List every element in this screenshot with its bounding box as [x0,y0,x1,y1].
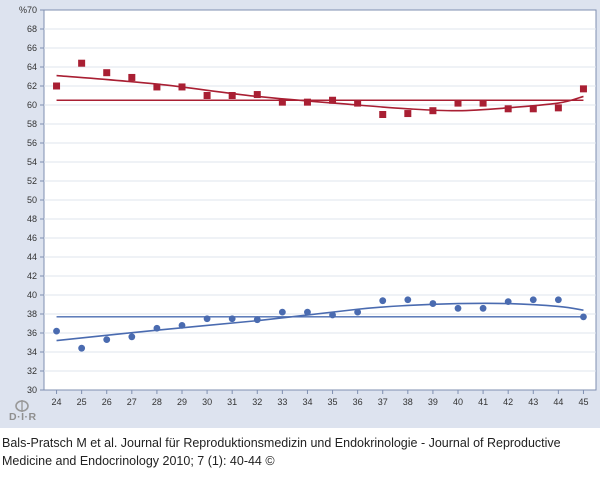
trend-curve [56,302,584,342]
x-tick-label: 35 [328,397,338,407]
x-tick-label: 28 [152,397,162,407]
y-tick-label: 68 [27,24,37,34]
x-tick-label: 31 [227,397,237,407]
x-tick-label: 30 [202,397,212,407]
x-tick-label: 40 [453,397,463,407]
data-point-square [429,107,437,115]
x-tick-label: 41 [478,397,488,407]
x-tick-label: 36 [353,397,363,407]
data-point-circle [53,327,60,335]
figure-caption: Bals-Pratsch M et al. Journal für Reprod… [2,436,561,468]
data-point-circle [153,324,161,332]
y-tick-label: 48 [27,214,37,224]
data-point-circle [278,308,286,316]
x-tick-label: 44 [553,397,563,407]
data-point-square [103,69,111,77]
data-point-square [53,82,61,90]
data-point-square [454,99,462,107]
data-point-circle [404,296,412,304]
data-point-circle [128,333,136,341]
y-tick-label: 50 [27,195,37,205]
logo-text: D·I·R [9,411,37,423]
tick-labels: 30 32 34 36 38 40 42 44 46 48 50 52 54 56 58 60 62 64 66 68… [27,5,588,407]
data-point-square [153,83,161,91]
x-tick-label: 39 [428,397,438,407]
data-point-circle [429,300,437,307]
x-tick-label: 33 [277,397,287,407]
y-tick-label: 40 [27,290,37,300]
x-tick-label: 38 [403,397,413,407]
data-point-square [479,99,487,107]
data-point-circle [78,344,86,352]
data-point-circle [479,304,487,312]
data-point-square [178,83,186,91]
y-tick-label: 46 [27,233,37,243]
y-tick-label: 34 [27,347,37,357]
data-point-circle [529,296,537,304]
data-point-circle [103,336,111,344]
data-point-square [253,91,261,99]
data-point-circle [253,316,261,324]
logo-emblem-icon [15,400,29,412]
y-tick-label: 58 [27,119,37,129]
chart: 30 32 34 36 38 40 42 44 46 48 50 52 54 56 58 60 62 64 66 68… [19,5,597,407]
y-tick-label: 32 [27,366,37,376]
data-point-circle [329,311,336,319]
data-point-circle [203,315,211,323]
x-tick-label: 29 [177,397,187,407]
y-tick-label: 38 [27,309,37,319]
data-point-square [529,105,537,113]
grid-lines [40,9,596,394]
y-tick-label: 36 [27,328,37,338]
data-point-circle [504,298,512,306]
data-point-square [504,105,512,113]
y-tick-label: 42 [27,271,37,281]
data-point-circle [354,308,362,316]
data-point-circle [454,304,462,312]
y-tick-label: 54 [27,157,37,167]
x-tick-label: 27 [127,397,137,407]
data-point-circle [304,308,311,316]
x-tick-label: 37 [378,397,388,407]
x-tick-label: 43 [528,397,538,407]
x-tick-label: 32 [252,397,262,407]
data-point-square [404,110,412,118]
y-tick-label: 30 [27,385,37,395]
data-point-square [78,59,86,67]
y-tick-label: 52 [27,176,37,186]
y-tick-label: 44 [27,252,37,262]
y-tick-label: 62 [27,81,37,91]
data-point-circle [580,313,587,321]
x-tick-label: 45 [578,397,588,407]
data-point-square [303,98,311,106]
data-point-square [203,92,211,99]
y-tick-label: 66 [27,43,37,53]
y-tick-label: 70 [27,5,37,15]
data-point-square [329,96,337,104]
x-tick-label: 26 [102,397,112,407]
x-tick-label: 42 [503,397,513,407]
y-axis-unit-label: % [19,5,27,15]
data-point-square [554,104,562,112]
data-point-square [579,85,587,93]
y-tick-label: 60 [27,100,37,110]
y-tick-label: 56 [27,138,37,148]
x-tick-label: 34 [302,397,312,407]
data-point-circle [178,322,186,329]
dir-logo: D·I·R [6,398,38,426]
data-point-square [379,111,387,118]
data-point-square [354,99,362,107]
data-points [53,59,587,352]
data-point-square [228,92,236,99]
data-point-circle [554,296,562,304]
data-point-square [128,73,136,81]
x-tick-label: 25 [77,397,87,407]
data-point-square [278,98,286,106]
data-point-circle [379,297,387,305]
figure-panel: 30 32 34 36 38 40 42 44 46 48 50 52 54 56 58 60 62 64 66 68… [0,0,600,428]
x-tick-label: 24 [52,397,62,407]
data-point-circle [228,315,236,323]
y-tick-label: 64 [27,62,37,72]
